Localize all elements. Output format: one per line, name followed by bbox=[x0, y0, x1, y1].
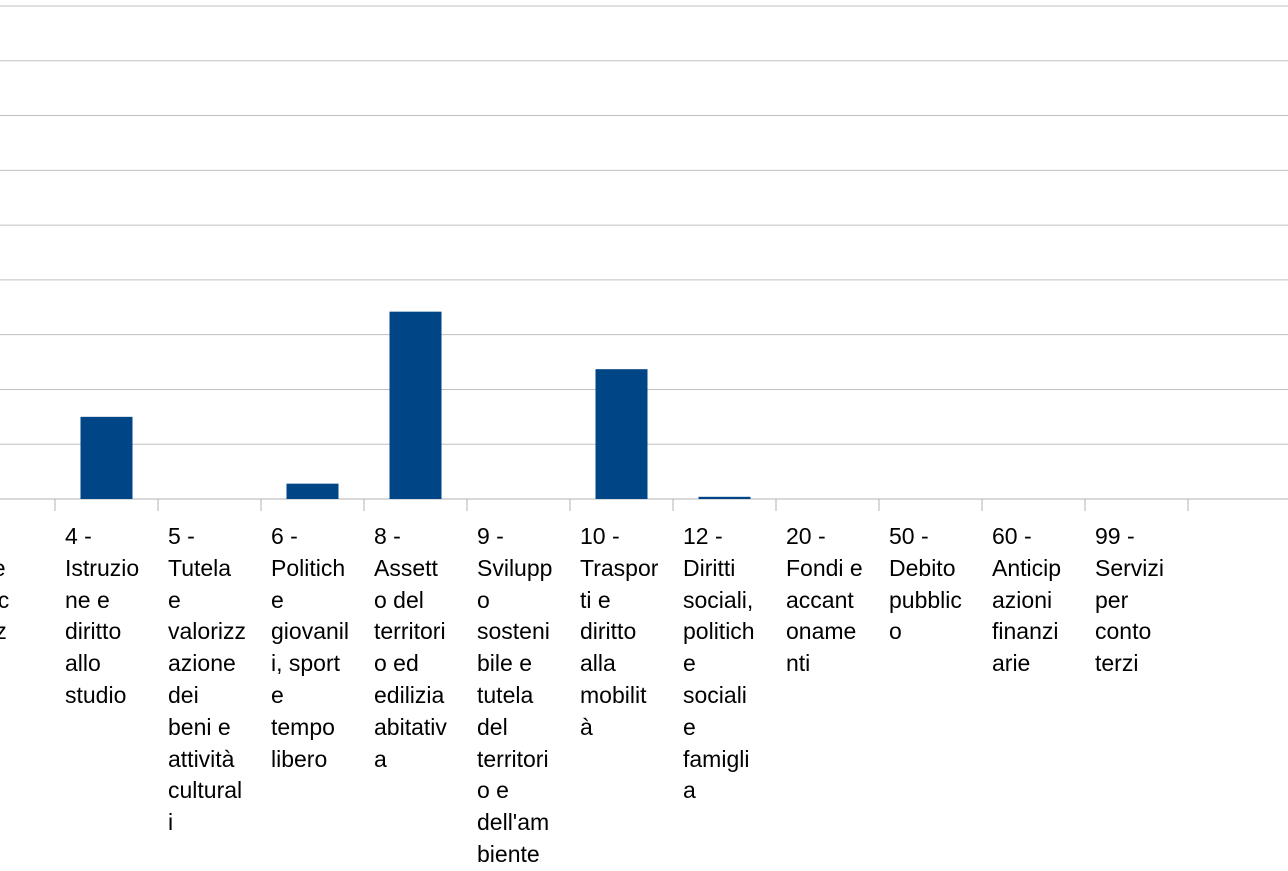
category-label: 5 - Tutela e valorizz azione dei beni e … bbox=[168, 523, 246, 836]
bar bbox=[595, 369, 648, 499]
bar bbox=[80, 416, 133, 499]
bar bbox=[698, 496, 751, 499]
category-label: 12 - Diritti sociali, politich e sociali… bbox=[683, 523, 755, 804]
bar bbox=[286, 483, 339, 499]
category-label: dine bblic urez bbox=[0, 555, 10, 645]
category-label: 4 - Istruzio ne e diritto allo studio bbox=[65, 523, 140, 708]
category-label: 60 - Anticip azioni finanzi arie bbox=[992, 523, 1062, 677]
category-label: 6 - Politich e giovanil i, sport e tempo… bbox=[271, 523, 349, 772]
category-label: 9 - Svilupp o sosteni bile e tutela del … bbox=[477, 523, 553, 867]
category-label: 10 - Traspor ti e diritto alla mobilit à bbox=[580, 523, 659, 740]
category-label: 99 - Servizi per conto terzi bbox=[1095, 523, 1165, 677]
category-label: 20 - Fondi e accant oname nti bbox=[786, 523, 863, 677]
category-label: 50 - Debito pubblic o bbox=[889, 523, 962, 645]
bar bbox=[389, 311, 442, 499]
category-label: 8 - Assett o del territori o ed edilizia… bbox=[374, 523, 447, 772]
